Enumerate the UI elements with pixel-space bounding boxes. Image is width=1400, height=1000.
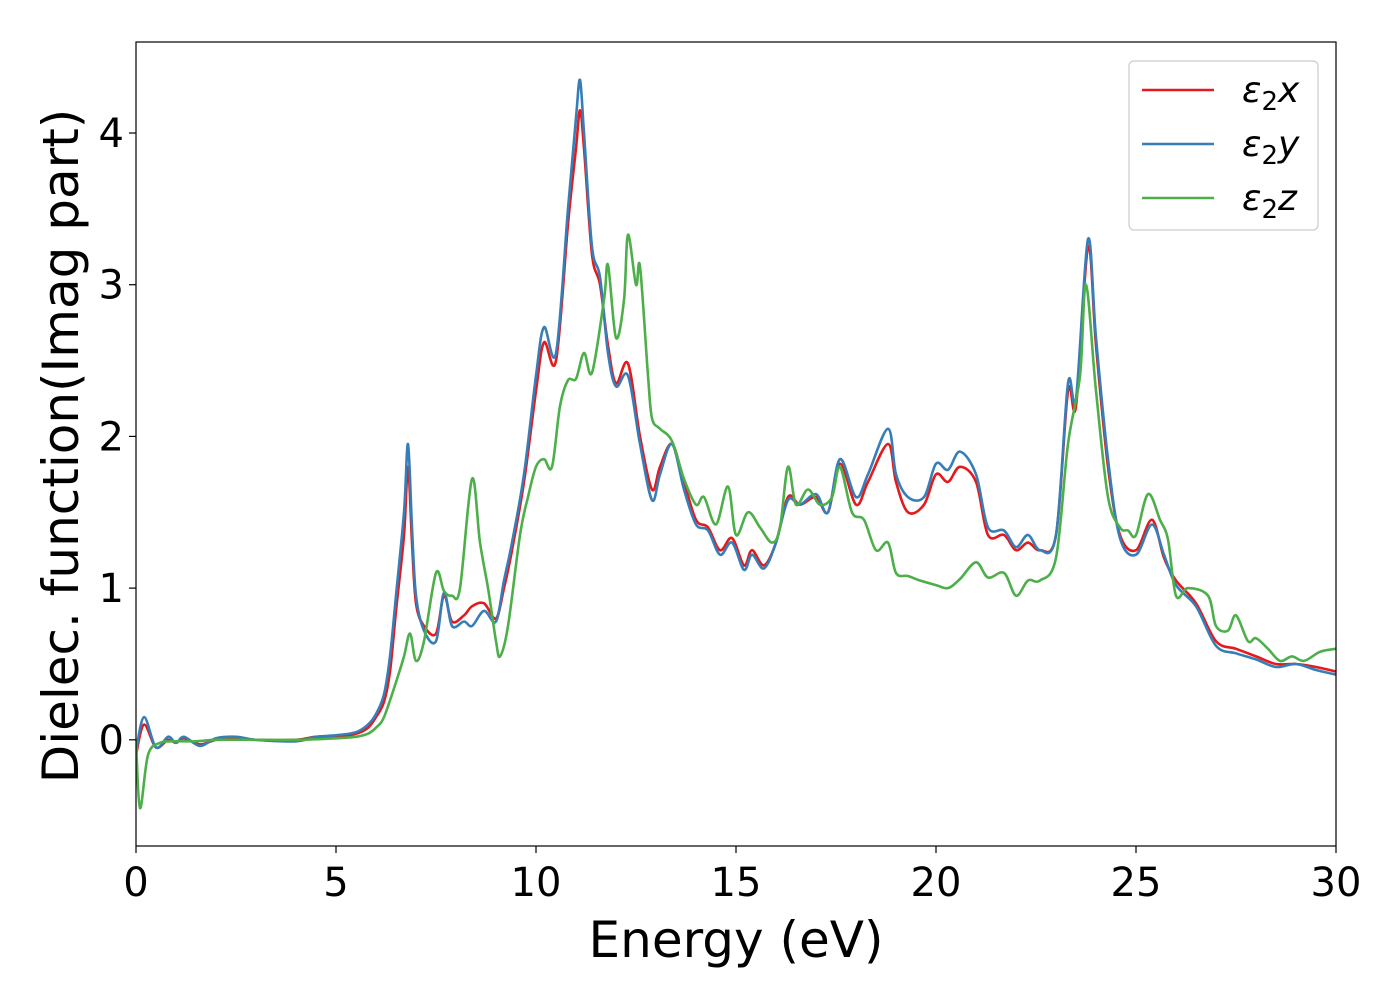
x-tick-label: 15 [711, 860, 762, 906]
x-axis-title: Energy (eV) [589, 911, 884, 969]
legend-label-y: ε2y [1242, 124, 1300, 171]
legend-label-subscript: 2 [1261, 195, 1278, 225]
legend-label-suffix: x [1277, 70, 1300, 111]
legend-label-base: ε [1242, 178, 1261, 219]
legend-label-z: ε2z [1242, 178, 1298, 225]
legend-label-base: ε [1242, 124, 1261, 165]
y-axis-title: Dielec. function(Imag part) [32, 109, 90, 784]
x-tick-label: 5 [323, 860, 348, 906]
x-tick-label: 25 [1111, 860, 1162, 906]
legend-box [1128, 60, 1319, 231]
legend-label-base: ε [1242, 70, 1261, 111]
x-axis-ticks: 0 5 10 15 20 25 30 [123, 846, 1361, 906]
series-layer [136, 78, 1336, 810]
series-line-y [136, 78, 1336, 754]
x-tick-label: 0 [123, 860, 148, 906]
y-tick-label: 4 [99, 111, 124, 157]
x-tick-label: 20 [911, 860, 962, 906]
x-tick-label: 10 [511, 860, 562, 906]
y-tick-label: 3 [99, 263, 124, 309]
legend-label-suffix: y [1277, 124, 1300, 165]
legend-label-subscript: 2 [1261, 87, 1278, 117]
y-tick-label: 0 [99, 718, 124, 764]
legend-label-suffix: z [1277, 178, 1298, 219]
y-tick-label: 2 [99, 414, 124, 460]
x-tick-label: 30 [1311, 860, 1362, 906]
legend-label-x: ε2x [1242, 70, 1300, 117]
series-line-z [136, 233, 1336, 810]
y-tick-label: 1 [99, 566, 124, 612]
y-axis-ticks: 0 1 2 3 4 [99, 111, 136, 764]
legend-label-subscript: 2 [1261, 141, 1278, 171]
